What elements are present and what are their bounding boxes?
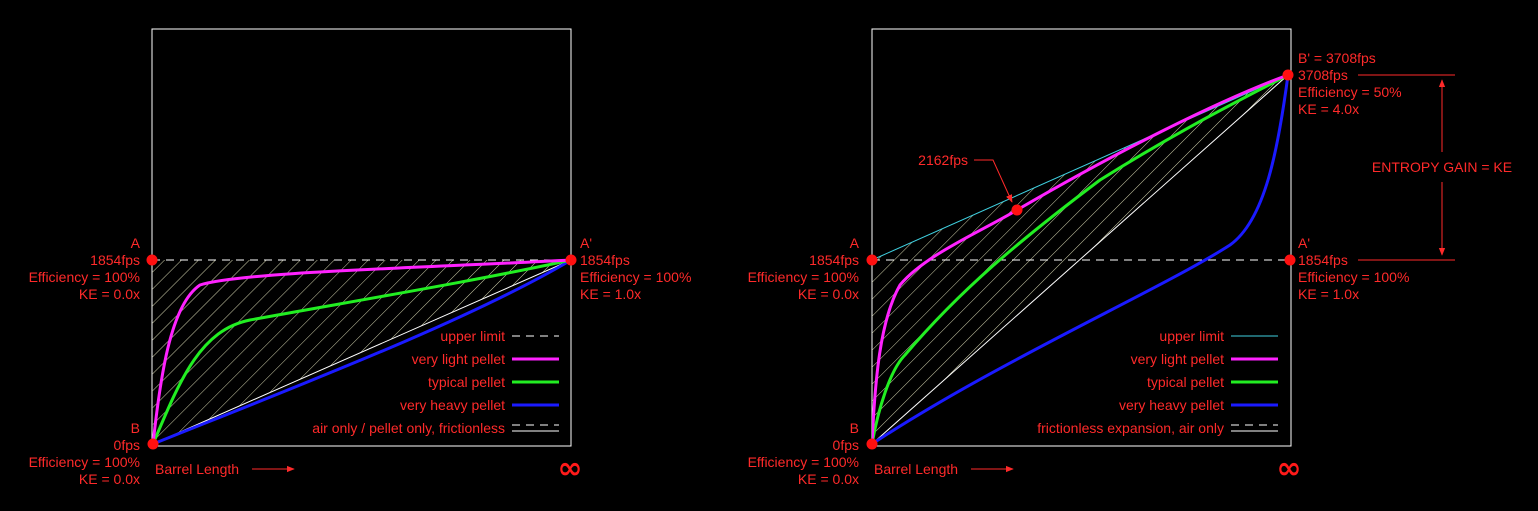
left-a-prime-efficiency: Efficiency = 100% <box>580 269 691 285</box>
right-point-b <box>866 438 878 450</box>
left-a-prime-speed: 1854fps <box>580 252 630 268</box>
right-a-letter: A <box>850 235 860 251</box>
right-callout-leader <box>974 159 1013 203</box>
left-point-b <box>147 438 159 450</box>
left-legend: upper limit very light pellet typical pe… <box>312 328 559 436</box>
left-legend-frictionless-swatch <box>512 424 559 432</box>
left-b-letter: B <box>131 420 140 436</box>
right-typical-curve <box>872 73 1289 445</box>
right-b-prime-title: B' = 3708fps <box>1298 50 1376 66</box>
left-legend-upper-limit: upper limit <box>440 328 505 344</box>
left-a-prime-ke: KE = 1.0x <box>580 286 641 302</box>
left-very-heavy-curve <box>152 258 571 446</box>
right-point-a <box>866 254 878 266</box>
right-a-prime-letter: A' <box>1298 235 1310 251</box>
right-x-axis-label: Barrel Length <box>874 461 958 477</box>
entropy-dimension: ENTROPY GAIN = KE <box>1358 74 1512 261</box>
left-a-ke: KE = 0.0x <box>79 286 140 302</box>
left-frictionless-line <box>152 259 572 445</box>
left-point-a-prime <box>565 254 577 266</box>
left-point-a <box>146 254 158 266</box>
left-typical-curve <box>152 258 571 445</box>
left-infinity-symbol: ∞ <box>558 451 583 486</box>
right-callout-point <box>1011 204 1023 216</box>
right-very-light-curve <box>872 73 1289 445</box>
right-frictionless-line <box>871 74 1289 445</box>
left-panel: A 1854fps Efficiency = 100% KE = 0.0x A'… <box>29 28 691 487</box>
right-a-speed: 1854fps <box>809 252 859 268</box>
left-x-axis-label: Barrel Length <box>155 461 239 477</box>
left-legend-very-light: very light pellet <box>412 351 505 367</box>
right-legend-very-light: very light pellet <box>1131 351 1224 367</box>
left-a-speed: 1854fps <box>90 252 140 268</box>
left-legend-frictionless: air only / pellet only, frictionless <box>312 420 505 436</box>
right-legend-frictionless-swatch <box>1231 424 1278 432</box>
right-frame <box>871 28 1292 447</box>
right-b-efficiency: Efficiency = 100% <box>748 454 859 470</box>
right-panel: 2162fps A 1854fps Efficiency = 100% KE =… <box>748 28 1512 487</box>
right-infinity-symbol: ∞ <box>1277 451 1302 486</box>
right-legend-typical: typical pellet <box>1147 374 1224 390</box>
left-very-light-curve <box>152 258 571 445</box>
right-b-ke: KE = 0.0x <box>798 471 859 487</box>
right-callout-label: 2162fps <box>918 152 968 168</box>
right-very-heavy-curve <box>872 74 1290 446</box>
right-b-prime-ke: KE = 4.0x <box>1298 101 1359 117</box>
right-point-b-prime <box>1282 69 1294 81</box>
entropy-gain-label: ENTROPY GAIN = KE <box>1372 159 1512 175</box>
left-a-letter: A <box>131 235 141 251</box>
right-upper-limit-line <box>871 74 1289 261</box>
right-legend: upper limit very light pellet typical pe… <box>1037 328 1278 436</box>
right-legend-frictionless: frictionless expansion, air only <box>1037 420 1224 436</box>
right-b-letter: B <box>850 420 859 436</box>
right-b-speed: 0fps <box>833 437 859 453</box>
left-b-speed: 0fps <box>114 437 140 453</box>
left-b-ke: KE = 0.0x <box>79 471 140 487</box>
right-b-prime-efficiency: Efficiency = 50% <box>1298 84 1402 100</box>
right-a-prime-efficiency: Efficiency = 100% <box>1298 269 1409 285</box>
right-legend-very-heavy: very heavy pellet <box>1119 397 1224 413</box>
right-a-ke: KE = 0.0x <box>798 286 859 302</box>
right-legend-upper-limit: upper limit <box>1159 328 1224 344</box>
left-b-efficiency: Efficiency = 100% <box>29 454 140 470</box>
right-a-efficiency: Efficiency = 100% <box>748 269 859 285</box>
right-b-prime-speed: 3708fps <box>1298 67 1348 83</box>
right-a-prime-ke: KE = 1.0x <box>1298 286 1359 302</box>
left-legend-very-heavy: very heavy pellet <box>400 397 505 413</box>
right-point-a-prime <box>1284 254 1296 266</box>
left-a-efficiency: Efficiency = 100% <box>29 269 140 285</box>
left-legend-typical: typical pellet <box>428 374 505 390</box>
right-a-prime-speed: 1854fps <box>1298 252 1348 268</box>
left-frame <box>151 28 572 447</box>
left-a-prime-letter: A' <box>580 235 592 251</box>
